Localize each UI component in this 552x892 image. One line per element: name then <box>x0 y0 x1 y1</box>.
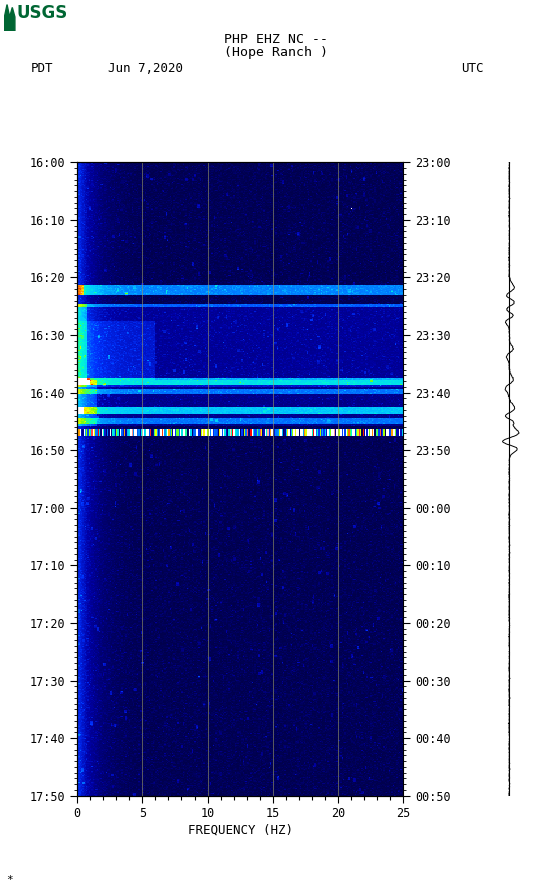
Text: PDT: PDT <box>30 62 53 76</box>
Text: *: * <box>7 875 13 885</box>
X-axis label: FREQUENCY (HZ): FREQUENCY (HZ) <box>188 823 293 836</box>
Text: (Hope Ranch ): (Hope Ranch ) <box>224 46 328 60</box>
Text: UTC: UTC <box>461 62 484 76</box>
Text: Jun 7,2020: Jun 7,2020 <box>108 62 183 76</box>
Text: USGS: USGS <box>17 4 68 21</box>
Polygon shape <box>4 4 15 31</box>
Text: PHP EHZ NC --: PHP EHZ NC -- <box>224 33 328 46</box>
